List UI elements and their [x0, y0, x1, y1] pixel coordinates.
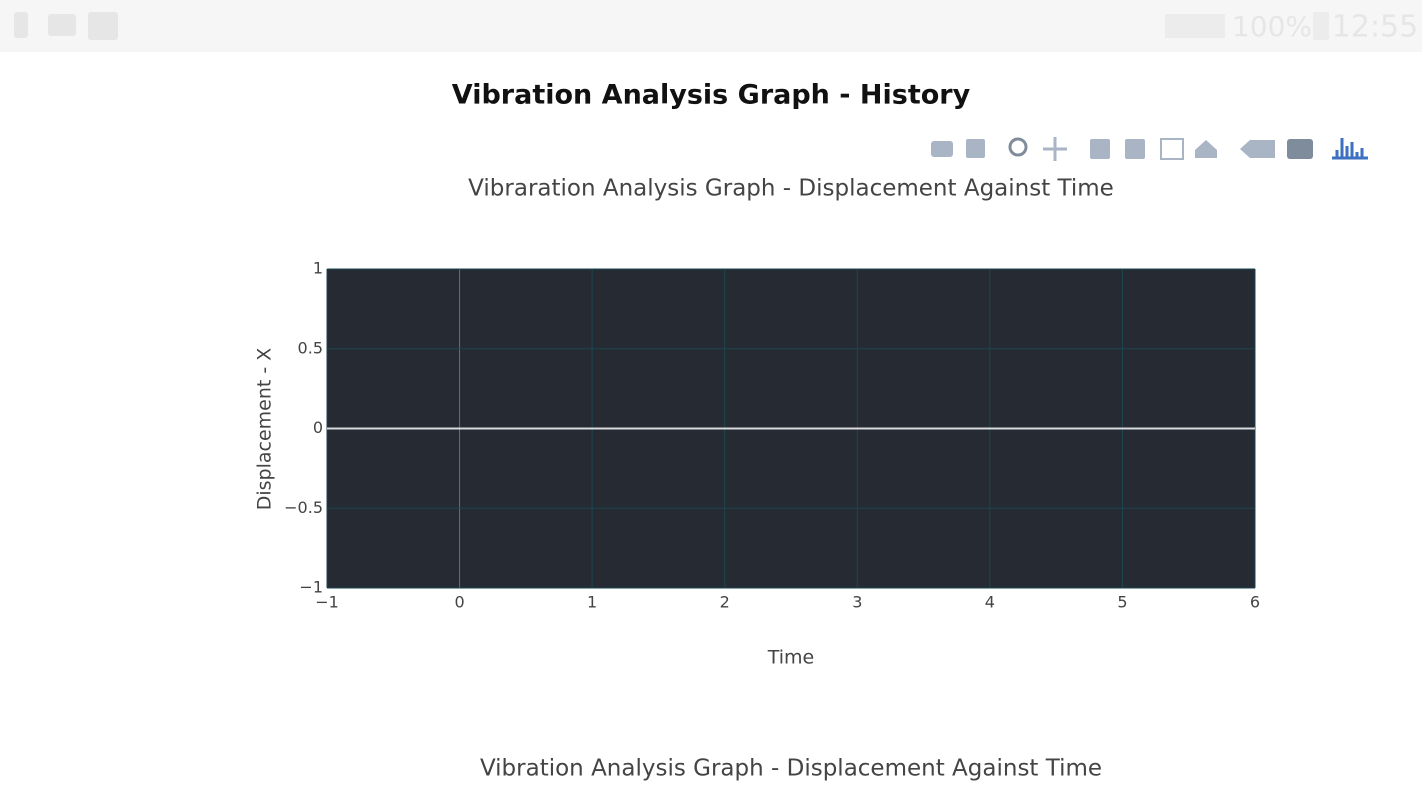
x-axis-label: Time — [767, 647, 815, 669]
save-button[interactable] — [966, 139, 985, 158]
hover-compare-button[interactable] — [1287, 139, 1313, 159]
battery-text: 100% — [1232, 10, 1312, 43]
plotly-logo[interactable] — [1332, 138, 1368, 160]
ticks: −1 0 1 2 3 4 5 6 −1 −0.5 0 0.5 1 — [284, 259, 1260, 612]
hover-closest-button[interactable] — [1240, 140, 1275, 158]
grid — [326, 268, 1256, 589]
x-tick-label: 6 — [1250, 593, 1260, 612]
chart-title: Vibraration Analysis Graph - Displacemen… — [468, 176, 1114, 202]
battery-icon — [1313, 12, 1329, 40]
camera-button[interactable] — [931, 141, 953, 157]
autoscale-button[interactable] — [1160, 138, 1184, 160]
y-tick-label: −0.5 — [284, 498, 323, 517]
chart-title: Vibration Analysis Graph - Displacement … — [480, 756, 1102, 782]
y-tick-label: −1 — [299, 578, 323, 597]
x-tick-label: 3 — [852, 593, 862, 612]
status-icon — [48, 14, 76, 36]
y-axis-label: Displacement - X — [254, 348, 276, 511]
y-tick-label: 1 — [313, 259, 323, 278]
modebar — [931, 137, 1368, 161]
zoom-in-button[interactable] — [1090, 139, 1110, 159]
status-icon — [14, 12, 28, 38]
clock: 12:55 — [1332, 10, 1418, 45]
y-tick-label: 0 — [313, 418, 323, 437]
page-title: Vibration Analysis Graph - History — [452, 80, 971, 111]
reset-button[interactable] — [1195, 140, 1217, 158]
x-tick-label: 4 — [985, 593, 995, 612]
zoom-out-button[interactable] — [1125, 139, 1145, 159]
pan-button[interactable] — [1043, 137, 1067, 161]
x-tick-label: 0 — [454, 593, 464, 612]
x-tick-label: 2 — [720, 593, 730, 612]
y-tick-label: 0.5 — [298, 338, 323, 357]
zoom-button[interactable] — [1008, 137, 1028, 157]
x-tick-label: 1 — [587, 593, 597, 612]
x-tick-label: −1 — [315, 593, 339, 612]
status-icon — [88, 12, 118, 40]
x-tick-label: 5 — [1117, 593, 1127, 612]
signal-icon — [1165, 14, 1225, 38]
